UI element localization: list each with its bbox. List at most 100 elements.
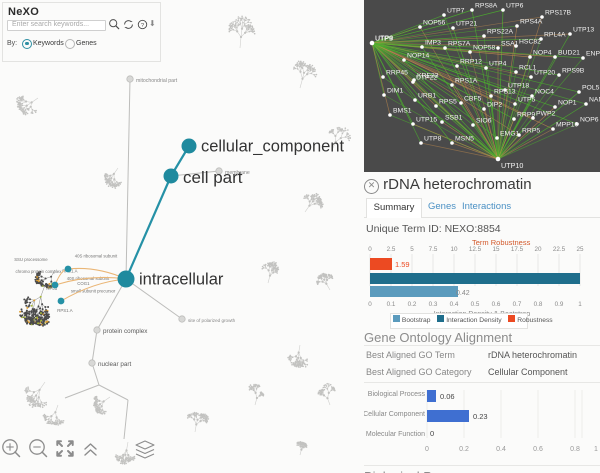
svg-text:1.59: 1.59 bbox=[395, 260, 410, 269]
svg-text:0.3: 0.3 bbox=[429, 301, 438, 308]
svg-text:URB1: URB1 bbox=[418, 93, 436, 100]
svg-text:UTP15: UTP15 bbox=[416, 117, 437, 124]
svg-text:UTP4: UTP4 bbox=[489, 61, 507, 68]
svg-text:12.5: 12.5 bbox=[469, 246, 482, 253]
svg-text:0.1: 0.1 bbox=[387, 301, 396, 308]
svg-text:2.5: 2.5 bbox=[387, 246, 396, 253]
svg-text:NOP4: NOP4 bbox=[533, 50, 552, 57]
svg-text:0.2: 0.2 bbox=[408, 301, 417, 308]
svg-text:22.5: 22.5 bbox=[553, 246, 566, 253]
svg-text:RPS9B: RPS9B bbox=[562, 68, 585, 75]
svg-text:RPS22A: RPS22A bbox=[487, 29, 514, 36]
svg-text:IMP3: IMP3 bbox=[425, 40, 441, 47]
svg-text:UTP9: UTP9 bbox=[375, 34, 393, 43]
svg-text:0.6: 0.6 bbox=[492, 301, 501, 308]
svg-text:COG1: COG1 bbox=[77, 281, 90, 286]
svg-text:RPS17B: RPS17B bbox=[545, 10, 572, 17]
svg-text:chromo protein complex: chromo protein complex bbox=[16, 269, 63, 274]
svg-text:UTP21: UTP21 bbox=[456, 21, 477, 28]
svg-text:UTP7: UTP7 bbox=[447, 8, 465, 15]
svg-text:0: 0 bbox=[368, 301, 372, 308]
svg-text:UTP5: UTP5 bbox=[518, 97, 536, 104]
svg-text:0.6: 0.6 bbox=[533, 446, 543, 453]
svg-text:DIM1: DIM1 bbox=[387, 88, 403, 95]
svg-text:nuclear part: nuclear part bbox=[98, 361, 132, 368]
svg-text:5: 5 bbox=[410, 246, 414, 253]
svg-text:RRP12: RRP12 bbox=[460, 59, 482, 66]
svg-text:NOP14: NOP14 bbox=[407, 53, 430, 60]
svg-text:PWP2: PWP2 bbox=[536, 111, 555, 118]
svg-text:NAN1: NAN1 bbox=[589, 97, 600, 104]
svg-text:UTP6: UTP6 bbox=[506, 3, 524, 10]
svg-text:1: 1 bbox=[578, 301, 582, 308]
svg-text:MSN5: MSN5 bbox=[455, 136, 474, 143]
svg-text:SIO6: SIO6 bbox=[476, 118, 492, 125]
svg-text:0.42: 0.42 bbox=[456, 290, 470, 297]
svg-text:NOP56: NOP56 bbox=[423, 20, 446, 27]
svg-text:Biological Process: Biological Process bbox=[368, 391, 426, 398]
svg-text:UTP13: UTP13 bbox=[573, 27, 594, 34]
svg-text:DIP2: DIP2 bbox=[487, 102, 502, 109]
svg-text:20: 20 bbox=[534, 246, 542, 253]
svg-text:Molecular Function: Molecular Function bbox=[366, 431, 425, 438]
svg-text:0.23: 0.23 bbox=[473, 412, 488, 421]
svg-text:SSA1: SSA1 bbox=[501, 41, 519, 48]
svg-text:EMG1: EMG1 bbox=[500, 131, 519, 138]
svg-text:SSU processome: SSU processome bbox=[14, 257, 48, 262]
svg-text:intracellular: intracellular bbox=[139, 271, 224, 289]
svg-text:UTP22: UTP22 bbox=[416, 75, 437, 82]
svg-text:25: 25 bbox=[576, 246, 584, 253]
svg-text:RRP9: RRP9 bbox=[517, 112, 535, 119]
svg-text:NOP58: NOP58 bbox=[473, 45, 496, 52]
svg-text:RPL4A: RPL4A bbox=[544, 32, 566, 39]
svg-text:15: 15 bbox=[492, 246, 500, 253]
svg-text:RRP5: RRP5 bbox=[522, 128, 540, 135]
svg-text:Cellular Component: Cellular Component bbox=[364, 411, 425, 418]
svg-text:0.8: 0.8 bbox=[570, 446, 580, 453]
svg-text:HSC82: HSC82 bbox=[519, 39, 541, 46]
svg-text:RPS1A: RPS1A bbox=[455, 78, 478, 85]
svg-text:17.5: 17.5 bbox=[511, 246, 524, 253]
svg-text:ENP1: ENP1 bbox=[586, 51, 600, 58]
svg-text:RRP45: RRP45 bbox=[386, 70, 408, 77]
svg-text:0.4: 0.4 bbox=[496, 446, 506, 453]
svg-text:0.9: 0.9 bbox=[555, 301, 564, 308]
svg-text:0.7: 0.7 bbox=[513, 301, 522, 308]
svg-text:NOC4: NOC4 bbox=[535, 89, 554, 96]
svg-text:7.5: 7.5 bbox=[429, 246, 438, 253]
svg-text:NOP1: NOP1 bbox=[558, 100, 577, 107]
svg-text:MPP10: MPP10 bbox=[556, 122, 579, 129]
svg-text:RPS8A: RPS8A bbox=[475, 3, 498, 10]
svg-text:BUD21: BUD21 bbox=[558, 50, 580, 57]
svg-text:site of polarized growth: site of polarized growth bbox=[188, 318, 236, 323]
svg-text:RPS13: RPS13 bbox=[494, 89, 516, 96]
svg-text:POL5: POL5 bbox=[582, 85, 600, 92]
svg-text:BMS1: BMS1 bbox=[393, 108, 412, 115]
svg-text:NOP6: NOP6 bbox=[580, 117, 599, 124]
svg-text:0: 0 bbox=[430, 429, 434, 438]
svg-text:SSB1: SSB1 bbox=[445, 115, 463, 122]
svg-text:protein complex: protein complex bbox=[103, 328, 148, 335]
svg-text:UTP20: UTP20 bbox=[534, 70, 555, 77]
svg-text:0.06: 0.06 bbox=[440, 392, 455, 401]
svg-text:0: 0 bbox=[368, 246, 372, 253]
svg-text:RPS5: RPS5 bbox=[439, 99, 457, 106]
svg-text:RPS1.A: RPS1.A bbox=[57, 308, 72, 313]
svg-text:0.2: 0.2 bbox=[459, 446, 469, 453]
svg-text:1: 1 bbox=[594, 446, 598, 453]
svg-text:CBF5: CBF5 bbox=[464, 96, 482, 103]
svg-text:UTP18: UTP18 bbox=[508, 83, 529, 90]
svg-text:40S ribosomal subunit: 40S ribosomal subunit bbox=[75, 254, 118, 259]
svg-text:UTP10: UTP10 bbox=[501, 161, 523, 170]
svg-text:RPS4A: RPS4A bbox=[520, 19, 543, 26]
svg-text:0.8: 0.8 bbox=[534, 301, 543, 308]
svg-text:RPS7A: RPS7A bbox=[448, 41, 471, 48]
svg-text:cell part: cell part bbox=[183, 168, 243, 187]
svg-text:0.4: 0.4 bbox=[450, 301, 459, 308]
svg-text:cellular_component: cellular_component bbox=[201, 138, 345, 156]
svg-text:10: 10 bbox=[450, 246, 458, 253]
svg-text:mitochondrial part: mitochondrial part bbox=[136, 78, 178, 84]
svg-text:0.5: 0.5 bbox=[471, 301, 480, 308]
svg-text:0: 0 bbox=[425, 446, 429, 453]
svg-text:UTP8: UTP8 bbox=[424, 136, 442, 143]
